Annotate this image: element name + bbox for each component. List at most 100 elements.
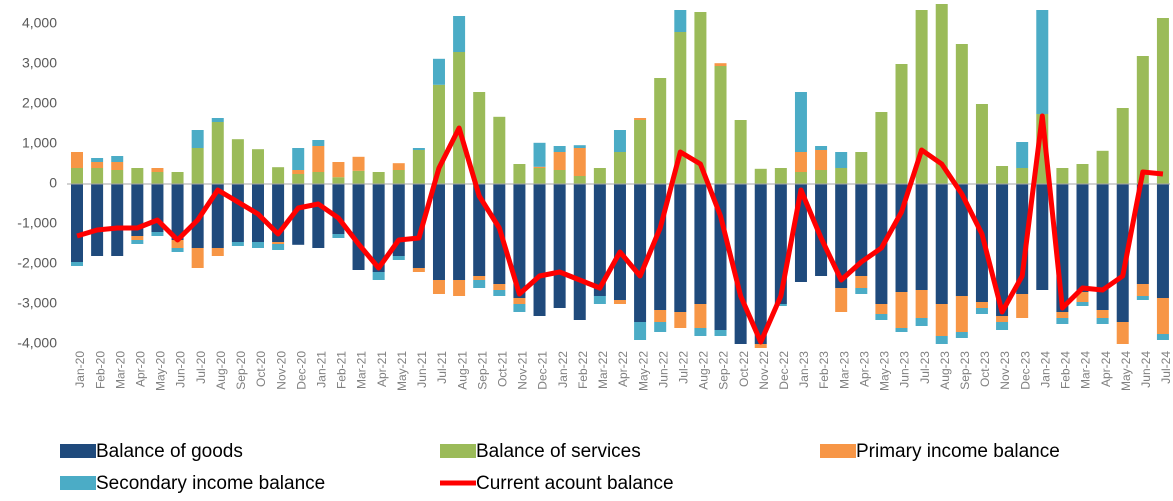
x-tick-label: May-23: [878, 351, 892, 391]
x-tick-label: Mar-22: [596, 351, 610, 389]
x-tick-label: Apr-22: [616, 351, 630, 387]
x-tick-label: Feb-24: [1059, 351, 1073, 389]
bar-segment: [91, 184, 104, 256]
x-tick-label: Oct-22: [737, 351, 751, 387]
bar-segment: [835, 184, 848, 288]
bar-segment: [553, 170, 566, 184]
x-tick-label: Nov-22: [757, 351, 771, 390]
y-tick-label: -2,000: [17, 255, 57, 271]
bar-segment: [1076, 184, 1089, 292]
x-tick-label: May-24: [1119, 351, 1133, 391]
bar-segment: [453, 52, 466, 184]
x-tick-label: Jan-23: [797, 351, 811, 388]
bar-segment: [1156, 184, 1169, 298]
x-tick-label: Jul-23: [918, 351, 932, 384]
x-tick-label: Apr-23: [857, 351, 871, 387]
bar-segment: [815, 150, 828, 170]
bar-segment: [432, 184, 445, 280]
bar-segment: [613, 152, 626, 184]
bar-segment: [815, 184, 828, 276]
bar-segment: [694, 12, 707, 184]
bar-segment: [392, 256, 405, 260]
bar-segment: [372, 272, 385, 280]
x-tick-label: Dec-20: [294, 351, 308, 390]
line-series: [76, 113, 1164, 345]
bar-segment: [694, 328, 707, 336]
x-tick-label: Jun-21: [415, 351, 429, 388]
bar-segment: [412, 268, 425, 272]
bar-segment: [895, 328, 908, 332]
bar-segment: [1016, 168, 1029, 184]
bar-segment: [533, 142, 546, 167]
x-tick-label: Sep-21: [475, 351, 489, 390]
y-tick-label: -1,000: [17, 215, 57, 231]
bar-segment: [432, 58, 445, 85]
y-tick-label: 4,000: [22, 15, 57, 31]
bar-segment: [1096, 184, 1109, 310]
bar-segment: [292, 170, 305, 174]
bar-segment: [975, 104, 988, 184]
bar-segment: [412, 150, 425, 184]
bar-segment: [1136, 284, 1149, 296]
bar-segment: [1136, 296, 1149, 300]
bar-segment: [1016, 294, 1029, 318]
bar-segment: [996, 316, 1009, 322]
bar-segment: [71, 168, 83, 184]
bar-segment: [1116, 322, 1129, 344]
bar-segment: [473, 280, 486, 288]
bar-segment: [815, 170, 828, 184]
bar-segment: [111, 170, 124, 184]
x-tick-label: Nov-21: [516, 351, 530, 390]
bar-segment: [794, 152, 807, 172]
bar-segment: [131, 236, 144, 240]
legend-label: Current acount balance: [476, 473, 674, 494]
bar-segment: [654, 322, 667, 332]
bar-segment: [975, 302, 988, 308]
bar-segment: [674, 10, 687, 32]
x-tick-label: Oct-21: [495, 351, 509, 387]
bar-segment: [674, 312, 687, 328]
bar-segment: [191, 248, 204, 268]
bar-segment: [553, 146, 566, 152]
x-tick-label: Sep-20: [234, 351, 248, 390]
y-tick-label: 3,000: [22, 55, 57, 71]
bar-segment: [151, 168, 164, 172]
bar-segment: [613, 184, 626, 300]
x-tick-label: Mar-20: [113, 351, 127, 389]
bar-segment: [272, 242, 285, 244]
bar-segment: [272, 167, 285, 184]
bar-segment: [855, 184, 868, 276]
bar-segment: [593, 184, 606, 296]
bar-segment: [272, 244, 285, 250]
y-tick-label: 0: [49, 175, 57, 191]
x-tick-label: Feb-23: [817, 351, 831, 389]
bar-segment: [1076, 164, 1089, 184]
x-tick-label: Oct-23: [978, 351, 992, 387]
bar-segment: [734, 120, 747, 184]
bar-segment: [734, 184, 747, 344]
bar-segment: [835, 152, 848, 168]
bar-segment: [352, 184, 365, 270]
bar-segment: [895, 64, 908, 184]
x-tick-label: May-20: [154, 351, 168, 391]
bar-segment: [513, 298, 526, 304]
x-tick-label: Jan-24: [1038, 351, 1052, 388]
bar-segment: [473, 184, 486, 276]
bar-segment: [352, 170, 365, 184]
bar-segment: [955, 296, 968, 332]
bar-segment: [593, 296, 606, 304]
bar-segment: [231, 184, 244, 242]
x-tick-label: May-22: [636, 351, 650, 391]
bar-segment: [251, 242, 264, 248]
bar-segment: [875, 304, 888, 314]
bar-segment: [292, 174, 305, 184]
x-tick-label: Mar-21: [355, 351, 369, 389]
bar-segment: [1096, 318, 1109, 324]
bar-segment: [231, 139, 244, 184]
bar-segment: [332, 177, 345, 184]
bar-segment: [634, 322, 647, 340]
bar-segment: [1156, 298, 1169, 334]
bar-segment: [754, 184, 767, 344]
bar-segment: [1096, 150, 1109, 184]
bar-segment: [694, 184, 707, 304]
